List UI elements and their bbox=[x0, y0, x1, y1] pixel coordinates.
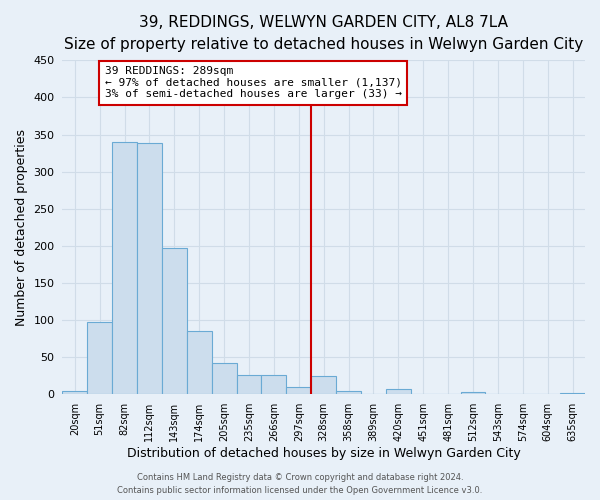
Bar bbox=[112, 142, 137, 395]
X-axis label: Distribution of detached houses by size in Welwyn Garden City: Distribution of detached houses by size … bbox=[127, 447, 521, 460]
Bar bbox=[137, 144, 162, 394]
Y-axis label: Number of detached properties: Number of detached properties bbox=[15, 129, 28, 326]
Bar bbox=[62, 390, 87, 394]
Bar bbox=[386, 389, 411, 394]
Title: 39, REDDINGS, WELWYN GARDEN CITY, AL8 7LA
Size of property relative to detached : 39, REDDINGS, WELWYN GARDEN CITY, AL8 7L… bbox=[64, 15, 583, 52]
Bar bbox=[286, 387, 311, 394]
Bar bbox=[212, 362, 236, 394]
Bar bbox=[87, 322, 112, 394]
Bar bbox=[311, 376, 336, 394]
Bar bbox=[162, 248, 187, 394]
Bar bbox=[262, 375, 286, 394]
Text: 39 REDDINGS: 289sqm
← 97% of detached houses are smaller (1,137)
3% of semi-deta: 39 REDDINGS: 289sqm ← 97% of detached ho… bbox=[104, 66, 401, 100]
Bar bbox=[236, 375, 262, 394]
Bar bbox=[187, 332, 212, 394]
Text: Contains HM Land Registry data © Crown copyright and database right 2024.
Contai: Contains HM Land Registry data © Crown c… bbox=[118, 474, 482, 495]
Bar bbox=[560, 393, 585, 394]
Bar bbox=[336, 392, 361, 394]
Bar bbox=[461, 392, 485, 394]
